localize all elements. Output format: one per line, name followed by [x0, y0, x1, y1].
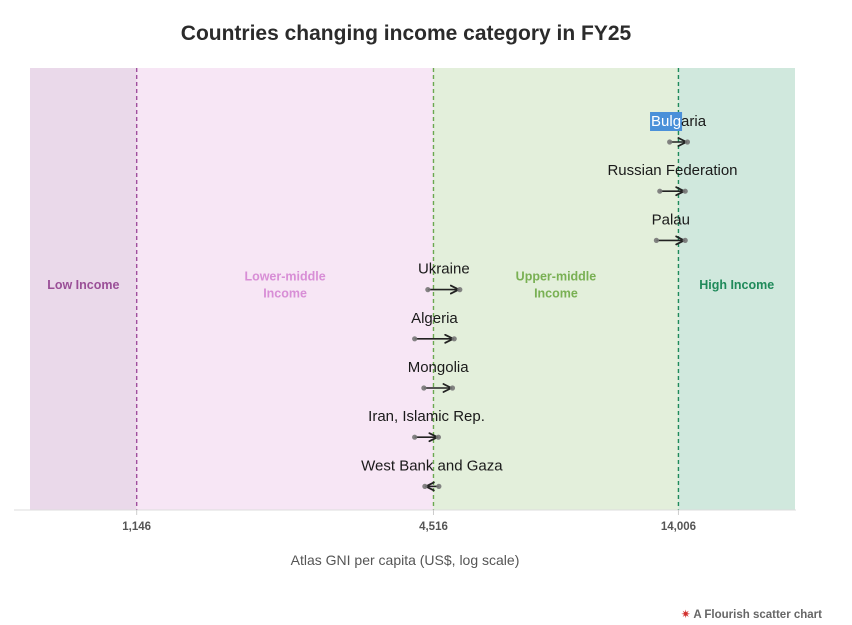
band-low-income — [30, 68, 137, 510]
point-previous[interactable] — [657, 188, 663, 194]
income-bands: Low Income Lower-middle Income Upper-middle… — [30, 68, 795, 510]
point-current[interactable] — [451, 336, 457, 342]
point-current[interactable] — [457, 287, 463, 293]
country-iran-islamic-rep[interactable]: Iran, Islamic Rep. — [368, 408, 485, 443]
band-upper-middle-income — [433, 68, 679, 510]
text-selection-highlight — [650, 112, 683, 131]
country-label: Mongolia — [408, 359, 470, 376]
country-mongolia[interactable]: Mongolia — [408, 359, 470, 393]
band-label-lower-middle-income: Lower-middle — [244, 270, 325, 284]
band-label-upper-middle-income: Upper-middle — [516, 270, 597, 284]
country-arrows: Bulgaria Russian Federation Palau Ukraine Al… — [361, 112, 738, 492]
point-current[interactable] — [435, 434, 442, 440]
country-russian-federation[interactable]: Russian Federation — [607, 162, 738, 197]
country-label: Palau — [652, 211, 690, 228]
band-label-high-income: High Income — [699, 278, 774, 292]
flourish-star-icon: ✷ — [680, 609, 691, 621]
country-west-bank-and-gaza[interactable]: West Bank and Gaza — [361, 457, 503, 492]
x-axis-title: Atlas GNI per capita (US$, log scale) — [291, 552, 520, 568]
band-label-upper-middle-income: Income — [534, 287, 578, 301]
x-tick-label: 1,146 — [122, 521, 151, 533]
band-label-lower-middle-income: Income — [263, 287, 307, 301]
country-label: Algeria — [411, 310, 458, 327]
point-previous[interactable] — [412, 434, 418, 440]
flourish-credit-text: A Flourish scatter chart — [693, 609, 822, 621]
chart-title: Countries changing income category in FY… — [180, 22, 632, 45]
country-label: West Bank and Gaza — [361, 457, 503, 474]
point-current[interactable] — [449, 385, 456, 391]
point-previous[interactable] — [436, 483, 442, 489]
point-previous[interactable] — [667, 139, 673, 145]
country-ukraine[interactable]: Ukraine — [418, 261, 470, 295]
country-label: Iran, Islamic Rep. — [368, 408, 485, 425]
point-previous[interactable] — [653, 237, 660, 243]
x-tick-label: 4,516 — [419, 521, 448, 533]
country-label: Bulgaria — [651, 113, 707, 130]
point-previous[interactable] — [421, 385, 427, 391]
point-current[interactable] — [684, 139, 691, 145]
point-current[interactable] — [682, 237, 688, 243]
point-current[interactable] — [682, 188, 688, 194]
country-palau[interactable]: Palau — [652, 211, 690, 246]
point-previous[interactable] — [425, 287, 431, 293]
country-algeria[interactable]: Algeria — [411, 310, 458, 344]
point-previous[interactable] — [412, 336, 418, 342]
point-current[interactable] — [422, 483, 428, 489]
flourish-credit[interactable]: ✷ A Flourish scatter chart — [681, 607, 822, 621]
country-label: Russian Federation — [607, 162, 737, 179]
band-high-income — [678, 68, 795, 510]
band-label-low-income: Low Income — [47, 278, 119, 292]
country-bulgaria[interactable]: Bulgaria — [650, 112, 707, 147]
country-label: Ukraine — [418, 261, 470, 278]
x-tick-label: 14,006 — [661, 521, 696, 533]
band-lower-middle-income — [136, 68, 434, 510]
x-axis-ticks: 1,146 4,516 14,006 — [122, 510, 696, 533]
